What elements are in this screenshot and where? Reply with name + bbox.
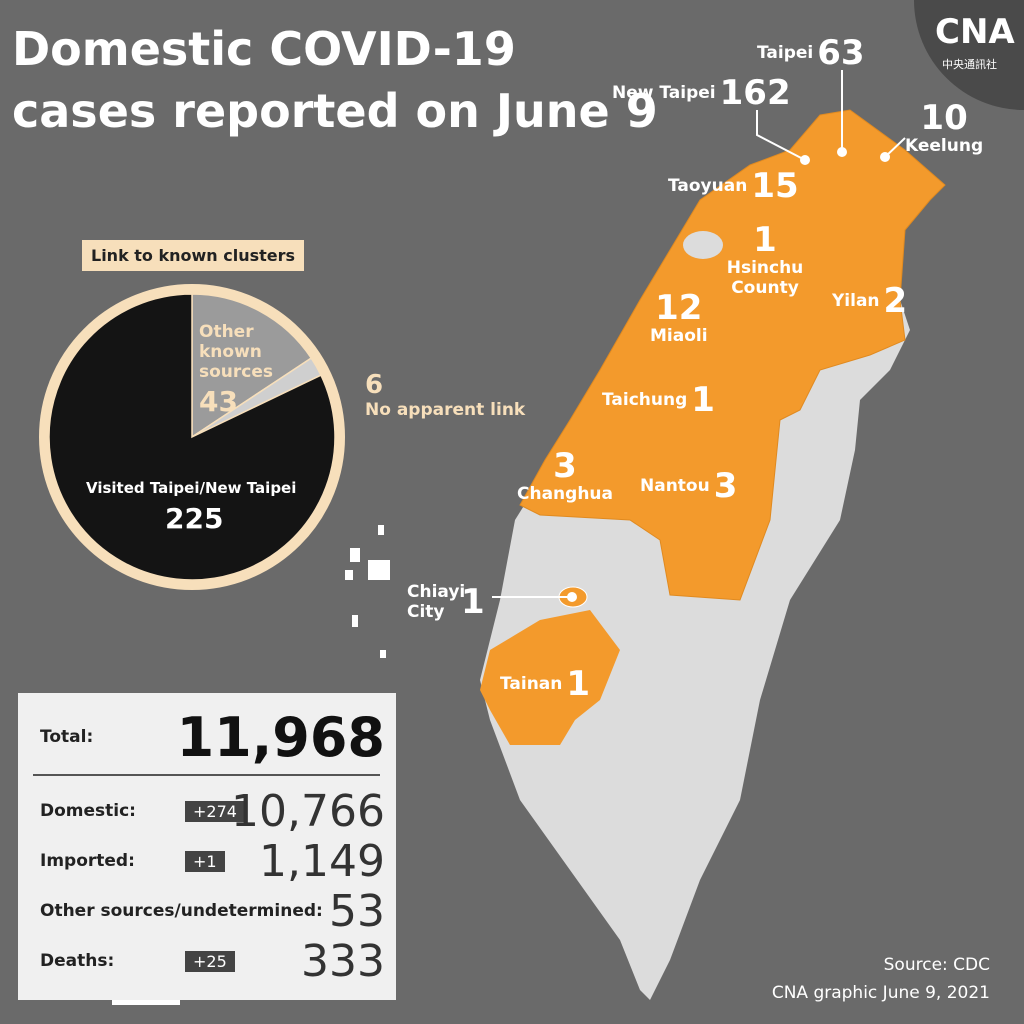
logo-subtitle: 中央通訊社	[942, 58, 997, 71]
region-label: 12 Miaoli	[650, 290, 708, 346]
region-name: Taichung	[602, 390, 688, 410]
region-name: New Taipei	[612, 83, 716, 103]
region-name: Hsinchu County	[726, 258, 804, 298]
tainan-region	[480, 610, 620, 745]
region-cases: 10	[920, 98, 968, 138]
region-cases: 1	[691, 380, 715, 420]
affected-region	[519, 109, 946, 601]
credit: CNA graphic June 9, 2021	[771, 983, 990, 1003]
region-cases: 63	[817, 33, 865, 73]
pie-value: 225	[165, 502, 224, 535]
region-label: 3 Changhua	[517, 448, 613, 504]
title: Domestic COVID-19 cases reported on June…	[12, 22, 658, 138]
pie-label: Other known sources	[199, 322, 274, 382]
stats-row: Total: 11,968	[40, 706, 385, 769]
divider	[33, 774, 380, 776]
stats-row: Imported: +1 1,149	[40, 835, 385, 887]
pie-title: Link to known clusters	[82, 240, 305, 271]
region-cases: 3	[553, 446, 577, 486]
region-label: Tainan 1	[500, 666, 845, 702]
source: Source: CDC	[883, 955, 990, 975]
region-name: Tainan	[500, 674, 563, 694]
stats-value: 10,766	[231, 785, 385, 837]
region-name: Chiayi City	[407, 582, 466, 622]
stats-label: Total:	[40, 727, 94, 747]
region-cases: 12	[655, 288, 703, 328]
region-label: New Taipei 162	[612, 75, 957, 111]
stats-value: 1,149	[259, 835, 385, 887]
stats-value: 333	[301, 935, 385, 987]
region-cases: 1	[566, 664, 591, 704]
region-cases: 1	[461, 582, 485, 622]
stats-row: Other sources/undetermined: 53	[40, 885, 385, 937]
region-name: Nantou	[640, 476, 710, 496]
region-cases: 15	[751, 166, 799, 206]
leaders	[492, 70, 906, 598]
region-name: Yilan	[832, 291, 880, 311]
stats-label: Deaths:	[40, 951, 115, 971]
region-label: Taipei 63	[757, 35, 1024, 71]
region-name: Miaoli	[650, 326, 708, 346]
stats-box	[18, 693, 396, 1000]
region-label: Taichung 1	[602, 382, 947, 418]
region-cases: 2	[883, 281, 908, 321]
stats-label: Domestic:	[40, 801, 136, 821]
region-name: Taipei	[757, 43, 814, 63]
stats-change: +1	[185, 850, 225, 872]
dots	[567, 147, 890, 602]
pie-ring	[39, 284, 345, 590]
region-cases: 3	[713, 466, 738, 506]
region-label: Nantou 3	[640, 468, 985, 504]
region-cases: 162	[719, 73, 791, 113]
region-cases: 1	[753, 220, 777, 260]
stats-row: Deaths: +25 333	[40, 935, 385, 987]
islands	[345, 525, 390, 658]
stats-row: Domestic: +274 10,766	[40, 785, 385, 837]
hsinchu-city	[683, 231, 723, 259]
region-name: Keelung	[905, 136, 984, 156]
pie-slice	[191, 293, 313, 439]
pie-label: Visited Taipei/New Taipei	[86, 479, 297, 497]
stats-change: +25	[185, 950, 235, 972]
pie-value: 6	[365, 370, 384, 400]
region-label: 10 Keelung	[905, 100, 983, 156]
stats-value: 11,968	[176, 705, 385, 769]
pie-label: No apparent link	[365, 400, 526, 420]
logo: CNA	[935, 12, 1015, 52]
stats-value: 53	[329, 885, 385, 937]
stats-label: Other sources/undetermined:	[40, 901, 323, 921]
region-name: Changhua	[517, 484, 613, 504]
region-name: Taoyuan	[668, 176, 748, 196]
region-label: 1 Hsinchu County	[700, 222, 830, 298]
scale-bar	[112, 1000, 180, 1005]
pie-value: 43	[199, 385, 238, 418]
pie-slice	[48, 293, 336, 581]
region-label: Taoyuan 15	[668, 168, 1013, 204]
region-label: Chiayi City 1	[407, 582, 497, 622]
stats-label: Imported:	[40, 851, 135, 871]
pie-chart	[39, 284, 345, 590]
stats-change: +274	[185, 800, 245, 822]
region-label: Yilan 2	[832, 283, 1024, 319]
